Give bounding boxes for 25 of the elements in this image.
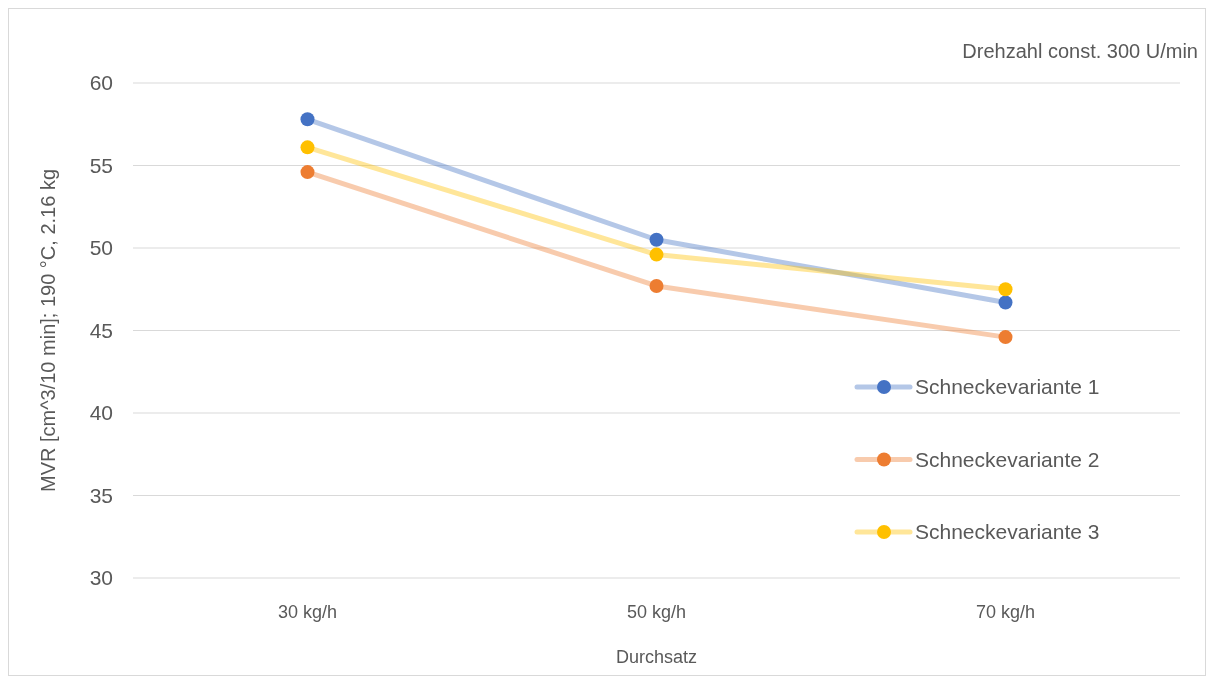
point [649, 278, 664, 293]
x-tick-label: 50 kg/h [626, 602, 687, 622]
legend-label: Schneckevariante 3 [915, 520, 1100, 544]
text: Drehzahl const. 300 U/min [962, 40, 1198, 62]
y-tick-label: 30 [89, 566, 113, 590]
point [998, 282, 1013, 297]
y-tick-label: 60 [89, 71, 113, 95]
y-tick-label: 45 [89, 318, 113, 342]
point [649, 247, 664, 262]
y-tick-label: 40 [89, 401, 113, 425]
y-tick-label: 35 [89, 483, 113, 507]
x-tick-label: 70 kg/h [975, 602, 1036, 622]
point [300, 140, 315, 155]
point [300, 165, 315, 180]
point [649, 232, 664, 247]
point [998, 295, 1013, 310]
x-axis-title: Durchsatz [615, 647, 698, 667]
legend-label: Schneckevariante 2 [915, 447, 1100, 471]
y-tick-label: 50 [89, 236, 113, 260]
y-axis-title: MVR [cm^3/10 min]; 190 °C, 2.16 kg [37, 168, 59, 493]
point [300, 112, 315, 127]
y-tick-label: 55 [89, 153, 113, 177]
x-tick-label: 30 kg/h [277, 602, 338, 622]
legend-label: Schneckevariante 1 [915, 375, 1100, 399]
point [998, 330, 1013, 345]
